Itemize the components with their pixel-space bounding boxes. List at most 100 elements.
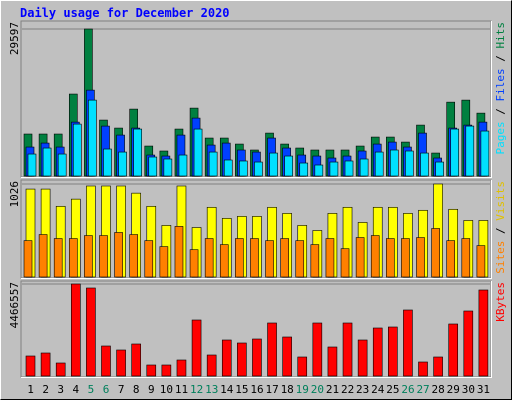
x-tick-label: 1 <box>27 383 34 396</box>
bar <box>386 238 395 278</box>
bar <box>310 244 320 278</box>
bar <box>390 149 399 177</box>
bar <box>23 240 33 278</box>
bar <box>267 322 277 377</box>
bar <box>312 322 323 377</box>
panel-highlight <box>21 21 492 178</box>
x-tick-label: 3 <box>57 383 64 396</box>
bar <box>418 361 428 377</box>
x-tick-label: 14 <box>220 383 234 396</box>
bar <box>129 234 138 278</box>
x-tick-label: 4 <box>73 383 80 396</box>
legend-separator: / <box>494 49 507 69</box>
bar <box>357 339 368 377</box>
bar <box>174 226 184 278</box>
bar <box>299 162 309 177</box>
panel-highlight <box>21 281 492 378</box>
bar <box>420 152 429 177</box>
bar <box>295 240 305 278</box>
bar <box>254 161 263 177</box>
bar <box>221 339 232 377</box>
x-tick-label: 19 <box>296 383 309 396</box>
legend: KBytes <box>494 282 507 322</box>
legend-entry: Visits <box>494 181 507 221</box>
x-tick-label: 25 <box>386 383 399 396</box>
bar <box>55 362 66 377</box>
bar <box>99 235 108 278</box>
bar <box>480 130 490 177</box>
bar <box>359 158 369 177</box>
x-tick-label: 18 <box>281 383 294 396</box>
bar <box>144 240 154 278</box>
bar <box>433 356 443 377</box>
bar <box>403 309 413 377</box>
bar <box>465 125 475 177</box>
bar <box>161 364 172 377</box>
bar <box>327 346 338 377</box>
x-tick-label: 29 <box>447 383 460 396</box>
legend-separator: / <box>494 102 507 122</box>
x-tick-label: 30 <box>462 383 475 396</box>
x-tick-label: 21 <box>326 383 339 396</box>
bar <box>206 354 217 377</box>
x-tick-label: 22 <box>341 383 354 396</box>
bar <box>191 319 202 377</box>
x-tick-label: 9 <box>148 383 155 396</box>
bar <box>193 128 203 177</box>
bar <box>235 238 244 278</box>
y-tick-label: 1026 <box>8 181 21 208</box>
bar <box>159 246 169 278</box>
bar <box>57 153 67 177</box>
legend: Sites / Visits <box>494 181 507 274</box>
bar <box>342 322 353 377</box>
bar <box>431 228 440 278</box>
x-tick-label: 24 <box>371 383 385 396</box>
bar <box>435 161 444 177</box>
bar <box>114 232 123 278</box>
bar <box>237 342 247 377</box>
bar <box>450 128 460 177</box>
x-tick-label: 6 <box>103 383 110 396</box>
bar <box>178 154 188 177</box>
x-tick-label: 12 <box>190 383 203 396</box>
bar <box>314 164 324 177</box>
x-tick-label: 20 <box>311 383 324 396</box>
x-tick-label: 8 <box>133 383 140 396</box>
x-tick-label: 17 <box>265 383 278 396</box>
x-tick-label: 26 <box>401 383 414 396</box>
bar <box>446 240 456 278</box>
legend-entry: Hits <box>494 22 507 49</box>
bar <box>269 152 278 177</box>
bar <box>70 283 81 377</box>
bar <box>374 151 384 177</box>
x-tick-label: 28 <box>432 383 445 396</box>
bar <box>416 237 425 278</box>
bar <box>478 289 489 377</box>
bar <box>176 359 187 377</box>
legend-entry: Pages <box>494 121 507 154</box>
bar <box>163 158 173 177</box>
bar <box>461 238 471 278</box>
panel-highlight <box>21 180 492 279</box>
bar <box>219 244 229 278</box>
bar <box>53 238 63 278</box>
bar <box>208 151 218 177</box>
legend-entry: Sites <box>494 241 507 274</box>
bar <box>118 151 127 177</box>
legend-entry: KBytes <box>494 282 507 322</box>
bar <box>146 364 157 377</box>
bar <box>401 238 410 278</box>
bar <box>189 249 199 278</box>
chart-title: Daily usage for December 2020 <box>20 6 230 20</box>
legend-entry: Files <box>494 68 507 101</box>
bar <box>476 245 486 278</box>
bar <box>86 287 96 377</box>
bar <box>405 150 414 177</box>
bar <box>448 323 459 377</box>
bar <box>116 349 126 377</box>
bar <box>42 147 52 177</box>
bar <box>297 356 308 377</box>
x-tick-label: 2 <box>42 383 49 396</box>
